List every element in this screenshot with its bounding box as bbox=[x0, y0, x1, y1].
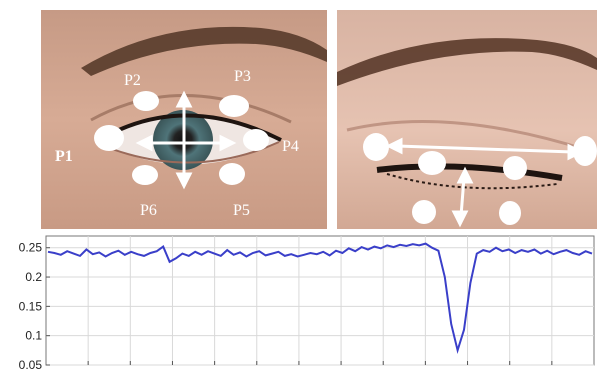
landmark-p4-dot bbox=[243, 129, 269, 151]
eye-measure-arrows bbox=[135, 90, 237, 190]
eyelid-crease bbox=[346, 120, 588, 152]
y-tick-label: 0.2 bbox=[25, 270, 42, 284]
plot-area bbox=[45, 235, 595, 366]
label-p5: P5 bbox=[233, 202, 250, 219]
closed-eye-illustration bbox=[337, 10, 597, 229]
landmark-p5-dot bbox=[219, 163, 245, 185]
closed-landmark-upper-2 bbox=[503, 156, 527, 180]
closed-landmark-upper-1 bbox=[418, 151, 446, 175]
open-eye-illustration: P2 P3 P1 P4 P6 P5 bbox=[41, 10, 327, 229]
label-p4: P4 bbox=[282, 138, 299, 155]
closed-lash-line bbox=[376, 163, 563, 181]
eyebrow bbox=[81, 26, 327, 76]
landmark-p2-dot bbox=[133, 91, 159, 111]
open-eye-panel: P2 P3 P1 P4 P6 P5 bbox=[41, 10, 327, 229]
label-p2: P2 bbox=[124, 72, 141, 89]
ear-series-line bbox=[47, 242, 593, 355]
y-tick-label: 0.25 bbox=[19, 241, 43, 255]
y-axis-ticks: 0.25 0.2 0.15 0.1 0.05 bbox=[19, 241, 50, 369]
y-tick-label: 0.15 bbox=[19, 299, 43, 313]
y-tick-label: 0.05 bbox=[19, 358, 43, 369]
landmark-dots bbox=[94, 91, 269, 185]
label-p1: P1 bbox=[55, 148, 73, 165]
label-p3: P3 bbox=[234, 68, 251, 85]
ear-signal-chart: 0.25 0.2 0.15 0.1 0.05 bbox=[0, 232, 597, 369]
landmark-p3-dot bbox=[219, 95, 249, 117]
lower-lashes bbox=[386, 173, 558, 190]
closed-landmark-left bbox=[363, 133, 389, 161]
closed-landmark-lower-1 bbox=[412, 200, 436, 224]
landmark-p6-dot bbox=[132, 165, 158, 185]
eyebrow bbox=[337, 38, 597, 86]
chart-canvas: 0.25 0.2 0.15 0.1 0.05 bbox=[19, 235, 595, 369]
closed-landmark-lower-2 bbox=[499, 201, 521, 225]
landmark-p1-dot bbox=[94, 125, 124, 151]
closed-landmark-dots bbox=[363, 133, 597, 225]
x-axis-ticks bbox=[87, 361, 553, 365]
closed-landmark-right bbox=[573, 136, 597, 166]
closed-eye-panel bbox=[337, 10, 597, 229]
y-tick-label: 0.1 bbox=[25, 329, 42, 343]
label-p6: P6 bbox=[140, 202, 157, 219]
